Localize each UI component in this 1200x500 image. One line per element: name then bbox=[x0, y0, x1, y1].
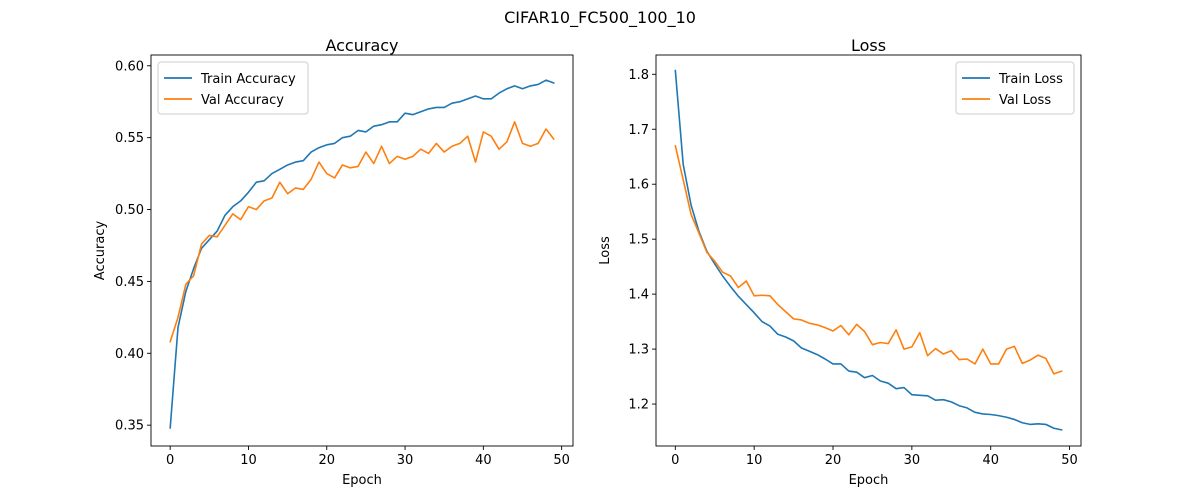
loss-x-axis-label: Epoch bbox=[849, 473, 889, 488]
accuracy-x-tick-label: 40 bbox=[475, 453, 492, 468]
loss-x-tick-label: 20 bbox=[825, 453, 842, 468]
loss-plot-frame bbox=[655, 54, 1082, 447]
val-loss-line bbox=[674, 144, 1063, 375]
accuracy-y-tick-label: 0.50 bbox=[115, 203, 144, 218]
loss-x-tick-label: 30 bbox=[904, 453, 921, 468]
accuracy-x-tick-label: 30 bbox=[397, 453, 414, 468]
loss-y-tick-label: 1.7 bbox=[628, 123, 649, 138]
accuracy-x-tick-label: 10 bbox=[240, 453, 257, 468]
figure-title: CIFAR10_FC500_100_10 bbox=[504, 8, 696, 28]
loss-x-tick-label: 40 bbox=[982, 453, 999, 468]
loss-y-tick-label: 1.2 bbox=[628, 398, 649, 413]
accuracy-x-tick-label: 0 bbox=[166, 453, 174, 468]
accuracy-x-axis-label: Epoch bbox=[342, 473, 382, 488]
loss-x-tick-label: 50 bbox=[1061, 453, 1078, 468]
legend-label: Train Accuracy bbox=[200, 72, 296, 87]
accuracy-legend-box bbox=[157, 61, 309, 115]
loss-legend-box bbox=[955, 61, 1075, 115]
accuracy-y-tick-label: 0.55 bbox=[115, 131, 144, 146]
loss-y-tick-label: 1.6 bbox=[628, 178, 649, 193]
legend-label: Train Loss bbox=[998, 72, 1063, 87]
loss-y-tick-label: 1.3 bbox=[628, 343, 649, 358]
accuracy-y-tick-label: 0.60 bbox=[115, 59, 144, 74]
accuracy-chart: Accuracy 0 10 20 30 40 50 0.35 0.40 0.45 0.50 0.55 0… bbox=[93, 36, 574, 488]
loss-y-tick-label: 1.4 bbox=[628, 288, 649, 303]
accuracy-chart-title: Accuracy bbox=[325, 36, 398, 55]
loss-y-tick-label: 1.8 bbox=[628, 68, 649, 83]
loss-x-tick-label: 0 bbox=[671, 453, 679, 468]
accuracy-y-tick-label: 0.45 bbox=[115, 275, 144, 290]
accuracy-y-tick-label: 0.35 bbox=[115, 419, 144, 434]
accuracy-y-axis-label: Accuracy bbox=[93, 221, 108, 281]
loss-legend: Train Loss Val Loss bbox=[955, 61, 1075, 115]
train-loss-line bbox=[674, 69, 1063, 431]
loss-chart-title: Loss bbox=[851, 36, 886, 55]
accuracy-y-tick-label: 0.40 bbox=[115, 347, 144, 362]
loss-y-axis-label: Loss bbox=[598, 236, 613, 265]
loss-x-tick-label: 10 bbox=[746, 453, 763, 468]
legend-label: Val Loss bbox=[999, 93, 1051, 108]
accuracy-x-tick-label: 20 bbox=[318, 453, 335, 468]
train-accuracy-line bbox=[169, 79, 555, 429]
legend-label: Val Accuracy bbox=[201, 93, 284, 108]
val-accuracy-line bbox=[169, 121, 555, 343]
accuracy-legend: Train Accuracy Val Accuracy bbox=[157, 61, 309, 115]
loss-chart: Loss 0 10 20 30 40 50 1.2 1.3 1.4 1.5 1.6 1.7 1.8 Epoc… bbox=[598, 36, 1082, 488]
loss-y-tick-label: 1.5 bbox=[628, 233, 649, 248]
accuracy-plot-frame bbox=[150, 54, 574, 447]
accuracy-x-tick-label: 50 bbox=[553, 453, 570, 468]
